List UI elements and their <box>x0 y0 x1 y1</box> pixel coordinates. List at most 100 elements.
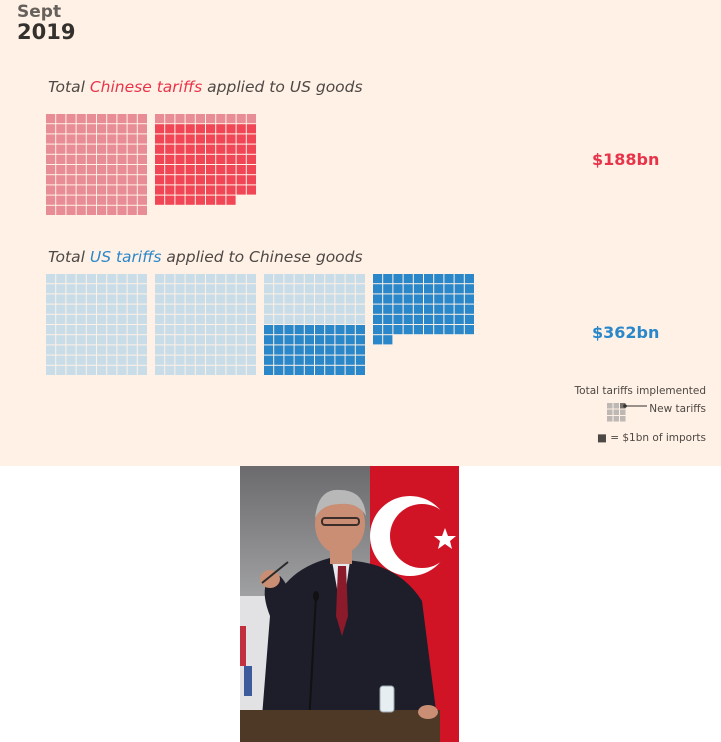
china-tariff-square <box>46 124 56 134</box>
us-tariff-square <box>355 335 365 345</box>
us-tariff-square <box>444 325 454 335</box>
china-tariff-square <box>86 114 96 124</box>
us-tariff-square <box>304 355 314 365</box>
us-tariff-square <box>66 365 76 375</box>
us-tariff-square <box>454 304 464 314</box>
us-tariff-square <box>284 355 294 365</box>
us-tariff-square <box>86 284 96 294</box>
us-tariff-square <box>335 284 345 294</box>
china-tariff-square <box>175 195 185 205</box>
us-tariff-square <box>185 294 195 304</box>
us-tariff-square <box>46 304 56 314</box>
us-tariff-square <box>165 325 175 335</box>
china-tariff-square <box>236 154 246 164</box>
us-tariff-square <box>434 304 444 314</box>
china-tariff-square <box>56 124 66 134</box>
us-tariff-square <box>97 304 107 314</box>
us-tariff-square <box>274 355 284 365</box>
us-tariff-square <box>284 274 294 284</box>
speaker-tie <box>336 566 348 636</box>
us-tariff-square <box>226 284 236 294</box>
china-tariff-square <box>236 144 246 154</box>
us-tariff-square <box>335 335 345 345</box>
us-tariff-square <box>127 365 137 375</box>
us-tariff-square <box>226 335 236 345</box>
china-tariff-square <box>86 124 96 134</box>
us-title-suffix: applied to Chinese goods <box>161 248 363 266</box>
us-tariff-square <box>294 294 304 304</box>
us-tariff-square <box>264 274 274 284</box>
us-tariff-square <box>216 345 226 355</box>
us-tariff-square <box>226 294 236 304</box>
china-tariff-square <box>117 175 127 185</box>
china-tariff-square <box>86 205 96 215</box>
us-tariff-square <box>155 284 165 294</box>
us-tariff-square <box>444 284 454 294</box>
us-tariff-square <box>304 335 314 345</box>
china-tariff-square <box>246 154 256 164</box>
china-tariff-square <box>246 185 256 195</box>
us-tariff-square <box>444 274 454 284</box>
us-tariff-square <box>76 355 86 365</box>
us-tariff-square <box>403 314 413 324</box>
china-tariff-square <box>226 134 236 144</box>
us-tariff-square <box>403 325 413 335</box>
china-tariff-square <box>185 114 195 124</box>
us-tariff-square <box>264 365 274 375</box>
us-tariff-square <box>236 365 246 375</box>
us-tariff-square <box>185 335 195 345</box>
china-tariff-square <box>46 114 56 124</box>
us-tariff-square <box>236 314 246 324</box>
us-tariff-square <box>66 314 76 324</box>
us-tariff-square <box>373 325 383 335</box>
us-tariff-square <box>345 335 355 345</box>
china-tariff-square <box>236 175 246 185</box>
china-tariff-square <box>66 165 76 175</box>
us-tariff-square <box>373 314 383 324</box>
us-tariff-square <box>373 284 383 294</box>
us-tariff-square <box>155 355 165 365</box>
china-tariff-square <box>175 134 185 144</box>
us-tariff-square <box>246 274 256 284</box>
us-tariff-square <box>185 304 195 314</box>
china-tariff-square <box>46 144 56 154</box>
china-tariff-square <box>236 114 246 124</box>
us-tariff-square <box>236 355 246 365</box>
us-tariff-square <box>76 365 86 375</box>
us-tariff-square <box>325 294 335 304</box>
us-tariff-square <box>335 355 345 365</box>
us-tariff-square <box>86 345 96 355</box>
china-tariff-square <box>56 134 66 144</box>
us-tariff-square <box>464 304 474 314</box>
speaker-hand-right <box>418 705 438 719</box>
china-tariff-square <box>216 144 226 154</box>
us-tariff-square <box>137 345 147 355</box>
legend-swatch-square <box>620 403 626 409</box>
china-tariff-square <box>56 114 66 124</box>
us-tariff-square <box>206 365 216 375</box>
us-tariff-square <box>393 314 403 324</box>
china-tariff-square <box>155 195 165 205</box>
us-tariff-square <box>66 284 76 294</box>
china-tariff-square <box>165 165 175 175</box>
us-tariff-square <box>413 325 423 335</box>
us-tariff-square <box>76 345 86 355</box>
china-tariff-square <box>97 175 107 185</box>
us-tariff-square <box>226 304 236 314</box>
china-tariff-square <box>175 114 185 124</box>
china-tariff-square <box>107 205 117 215</box>
us-tariff-square <box>393 325 403 335</box>
china-tariff-square <box>66 195 76 205</box>
us-tariff-square <box>236 304 246 314</box>
china-tariff-square <box>127 185 137 195</box>
legend-unit-note: ■ = $1bn of imports <box>596 432 706 444</box>
us-tariff-square <box>216 355 226 365</box>
us-tariff-square <box>97 365 107 375</box>
us-tariff-square <box>175 294 185 304</box>
us-tariff-square <box>117 335 127 345</box>
us-tariff-square <box>315 345 325 355</box>
us-tariff-square <box>246 365 256 375</box>
china-tariff-square <box>236 165 246 175</box>
legend-swatch-square <box>613 416 619 422</box>
us-tariff-square <box>86 274 96 284</box>
